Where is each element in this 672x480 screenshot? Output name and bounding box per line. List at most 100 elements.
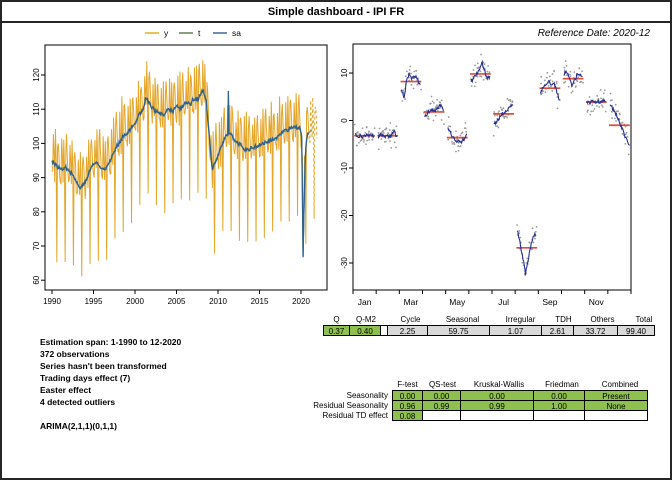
si-dot <box>540 82 542 85</box>
si-dot <box>545 76 548 79</box>
si-dot <box>581 70 584 73</box>
m7-value-cycle: 2.25 <box>387 325 428 336</box>
tests-cell-f-test: 0.08 <box>392 410 423 421</box>
si-dot <box>511 101 514 104</box>
y-tick-label: -30 <box>340 257 349 269</box>
month-subseries-line-may <box>447 127 468 145</box>
m7-header-others: Others <box>590 315 615 324</box>
si-dot <box>582 81 584 84</box>
tests-header-row: F-test QS-test Kruskal-Wallis Friedman Combi… <box>296 379 652 390</box>
si-dot <box>389 140 391 142</box>
si-dot <box>591 104 594 107</box>
tests-header-f-test: F-test <box>397 380 418 389</box>
si-dot <box>502 107 505 110</box>
si-dot <box>406 70 408 73</box>
m7-header-irregular: Irregular <box>505 315 536 324</box>
page-title: Simple dashboard - IPI FR <box>267 5 405 18</box>
si-dot <box>531 227 534 230</box>
summary-line-4: Trading days effect (7) <box>40 373 131 383</box>
si-dot <box>459 134 462 137</box>
y-tick-label: 80 <box>32 207 41 216</box>
si-dot <box>597 97 600 100</box>
si-dot <box>611 99 613 101</box>
si-dot <box>436 109 439 112</box>
si-dot <box>416 83 419 85</box>
si-dot <box>479 70 482 73</box>
si-dot <box>506 97 509 100</box>
si-dot <box>570 91 573 94</box>
si-dot <box>610 110 613 113</box>
si-dot <box>363 141 365 143</box>
si-dot <box>548 75 551 78</box>
si-dot <box>461 131 464 134</box>
m7-value-total: 99.40 <box>617 325 655 336</box>
month-label-sep: Sep <box>542 297 557 307</box>
si-dot <box>433 108 436 110</box>
si-dot <box>457 149 460 152</box>
y-tick-label: 10 <box>340 68 349 77</box>
month-subseries-line-sep <box>539 80 560 101</box>
si-dot <box>574 86 577 88</box>
si-dot <box>380 138 383 140</box>
si-dot <box>364 131 367 134</box>
si-dot <box>449 125 452 128</box>
si-dot <box>589 113 592 116</box>
si-dot <box>573 82 576 85</box>
si-dot <box>412 87 415 90</box>
si-dot <box>624 133 627 136</box>
legend-label-t: t <box>198 28 201 38</box>
m7-header-total: Total <box>635 315 653 324</box>
si-dot <box>516 224 519 226</box>
si-dot <box>371 138 374 141</box>
si-dot <box>528 241 531 244</box>
tests-header-kruskal-wallis: Kruskal-Wallis <box>473 380 525 389</box>
si-dot <box>526 257 529 260</box>
si-dot <box>553 70 556 73</box>
seasonal-subseries-chart: 10 0 -10 -20 -30 Jan Mar May Jul Sep Nov <box>340 43 632 307</box>
si-dot <box>480 53 482 56</box>
si-dot <box>602 92 605 95</box>
si-dot <box>358 141 360 144</box>
si-dot <box>592 110 595 113</box>
si-dot <box>440 99 443 102</box>
si-dot <box>482 78 485 81</box>
month-subseries-line-jul <box>493 103 514 125</box>
main-timeseries-chart: y t sa 60 70 80 90 100 110 120 1990 1995 2000 2005 201… <box>32 28 328 306</box>
si-dot <box>565 65 568 67</box>
si-dot <box>546 71 549 74</box>
si-dot <box>363 139 365 141</box>
x-tick-label: 2020 <box>292 297 310 306</box>
si-dot <box>547 84 550 87</box>
si-dot <box>369 132 372 135</box>
si-dot <box>470 85 473 88</box>
si-dot <box>525 262 528 264</box>
m7-header-spacer <box>382 314 390 325</box>
tests-header-friedman: Friedman <box>545 380 579 389</box>
si-dot <box>413 70 416 73</box>
month-label-may: May <box>449 297 466 307</box>
m7-header-row: Q Q-M2 Cycle Seasonal Irregular TDH Others Tota… <box>323 314 663 325</box>
si-dot <box>438 107 441 110</box>
si-dot <box>493 111 496 113</box>
x-tick-label: 2000 <box>126 297 144 306</box>
month-subseries-line-jan <box>354 132 375 139</box>
si-dot <box>487 65 489 67</box>
month-subseries-line-oct <box>563 68 583 89</box>
si-dot <box>365 126 368 129</box>
month-subseries-line-aug <box>516 230 537 276</box>
si-dot <box>586 110 589 113</box>
si-dot <box>429 102 432 105</box>
x-tick-label: 1995 <box>85 297 103 306</box>
si-dot <box>494 125 497 127</box>
si-dot <box>395 125 398 128</box>
si-dot <box>496 125 499 128</box>
si-dot <box>518 230 521 232</box>
si-dot <box>404 98 407 101</box>
tests-cell-combined <box>584 410 648 421</box>
si-dot <box>488 71 491 74</box>
si-dot <box>447 138 450 141</box>
si-dot <box>556 107 559 110</box>
si-dot <box>601 106 604 108</box>
si-dot <box>569 75 572 78</box>
y-tick-label: 90 <box>32 173 41 182</box>
